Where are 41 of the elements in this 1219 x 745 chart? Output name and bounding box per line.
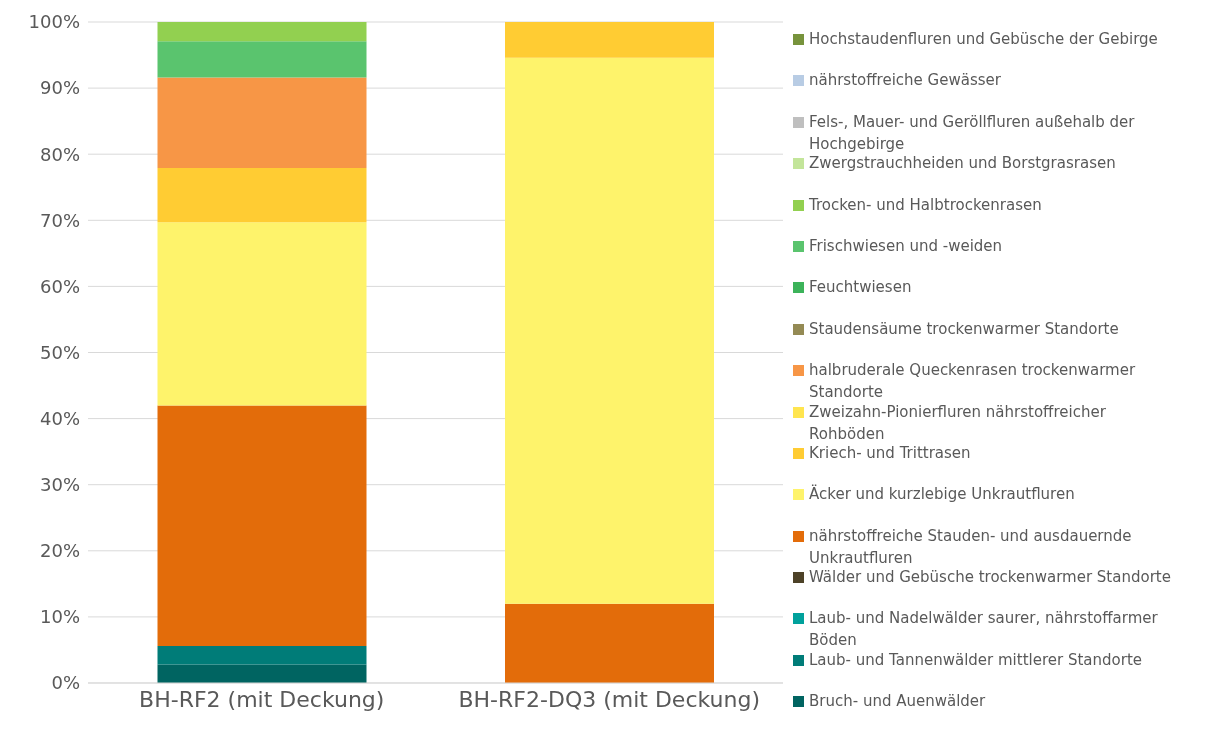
bar: [157, 168, 367, 223]
bar: [157, 405, 367, 646]
bar: [157, 645, 367, 665]
y-tick-label: 40%: [39, 407, 80, 429]
legend-label: Zwergstrauchheiden und Borstgrasrasen: [809, 153, 1116, 175]
bar: [157, 664, 367, 683]
legend-label: Wälder und Gebüsche trockenwarmer Standorte: [809, 567, 1171, 589]
bar: [505, 57, 714, 604]
y-tick-label: 100%: [28, 11, 80, 33]
bar: [157, 222, 367, 406]
legend-label: halbruderale Queckenrasen trockenwarmer Standorte: [809, 360, 1137, 404]
y-tick-label: 80%: [39, 143, 80, 165]
bar: [505, 22, 714, 58]
legend-label: Laub- und Nadelwälder saurer, nährstoffarmer Böden: [809, 608, 1159, 652]
legend-label: Hochstaudenfluren und Gebüsche der Gebirge: [809, 29, 1158, 50]
legend-label: Bruch- und Auenwälder: [809, 691, 986, 713]
legend-label: Zweizahn-Pionierfluren nährstoffreicher Rohböden: [809, 401, 1107, 445]
legend-label: Kriech- und Trittrasen: [809, 442, 971, 464]
legend-label: Laub- und Tannenwälder mittlerer Standorte: [809, 649, 1143, 671]
y-tick-label: 10%: [39, 606, 80, 628]
y-tick-label: 90%: [39, 77, 80, 99]
y-tick-label: 70%: [39, 209, 80, 231]
x-tick-label: BH-RF2 (mit Deckung): [139, 686, 385, 712]
legend-label: Trocken- und Halbtrockenrasen: [809, 194, 1042, 216]
legend-label: nährstoffreiche Gewässer: [809, 70, 1001, 92]
bar: [157, 41, 367, 78]
legend-label: Staudensäume trockenwarmer Standorte: [809, 318, 1119, 340]
bar: [157, 77, 367, 169]
legend-label: Äcker und kurzlebige Unkrautfluren: [809, 483, 1075, 506]
y-tick-label: 20%: [39, 540, 80, 562]
y-tick-label: 60%: [39, 275, 80, 297]
bar: [157, 22, 367, 42]
bar: [505, 603, 714, 683]
legend-label: nährstoffreiche Stauden- und ausdauernde Unkrautfluren: [809, 525, 1133, 569]
y-tick-label: 50%: [39, 341, 80, 363]
legend-label: Feuchtwiesen: [809, 277, 912, 299]
legend-label: Frischwiesen und -weiden: [809, 235, 1003, 257]
legend-label: Fels-, Mauer- und Geröllfluren außehalb der Hochgebirge: [809, 111, 1136, 155]
x-tick-label: BH-RF2-DQ3 (mit Deckung): [458, 686, 761, 712]
y-tick-label: 30%: [39, 474, 80, 496]
y-tick-label: 0%: [51, 672, 80, 694]
